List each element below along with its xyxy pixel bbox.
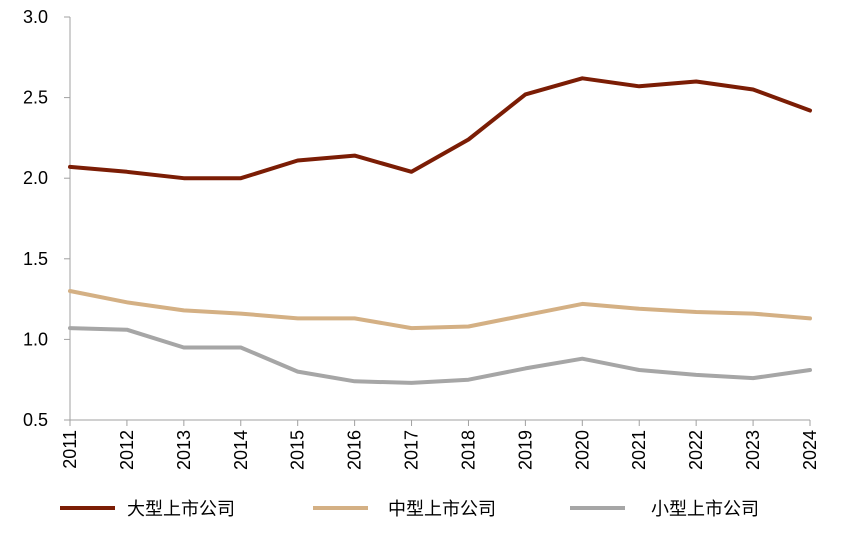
y-tick-label: 1.5 <box>23 249 48 269</box>
axes: 0.5 1.0 1.5 2.0 2.5 3.0 2011 2012 2013 2014 2015 20… <box>23 7 820 470</box>
x-tick-label: 2020 <box>572 430 592 470</box>
x-tick-label: 2022 <box>686 430 706 470</box>
series-line-1 <box>70 291 810 328</box>
legend-label-2: 小型上市公司 <box>651 499 759 519</box>
y-tick-label: 0.5 <box>23 410 48 430</box>
y-tick-label: 3.0 <box>23 7 48 27</box>
legend-label-1: 中型上市公司 <box>388 499 496 519</box>
y-tick-label: 2.5 <box>23 88 48 108</box>
x-tick-label: 2013 <box>174 430 194 470</box>
x-tick-label: 2012 <box>117 430 137 470</box>
x-tick-label: 2015 <box>288 430 308 470</box>
x-tick-label: 2011 <box>60 430 80 469</box>
y-tick-label: 1.0 <box>23 329 48 349</box>
legend: 大型上市公司 中型上市公司 小型上市公司 <box>60 499 759 519</box>
series-line-2 <box>70 328 810 383</box>
x-tick-label: 2014 <box>231 430 251 470</box>
legend-label-0: 大型上市公司 <box>127 499 235 519</box>
x-tick-label: 2023 <box>743 430 763 470</box>
x-tick-label: 2019 <box>515 430 535 470</box>
x-tick-label: 2021 <box>629 430 649 470</box>
series-lines <box>70 78 810 383</box>
x-tick-label: 2018 <box>458 430 478 470</box>
x-tick-label: 2024 <box>800 430 820 470</box>
y-tick-label: 2.0 <box>23 168 48 188</box>
x-tick-label: 2017 <box>402 430 422 470</box>
series-line-0 <box>70 78 810 178</box>
x-tick-label: 2016 <box>345 430 365 470</box>
